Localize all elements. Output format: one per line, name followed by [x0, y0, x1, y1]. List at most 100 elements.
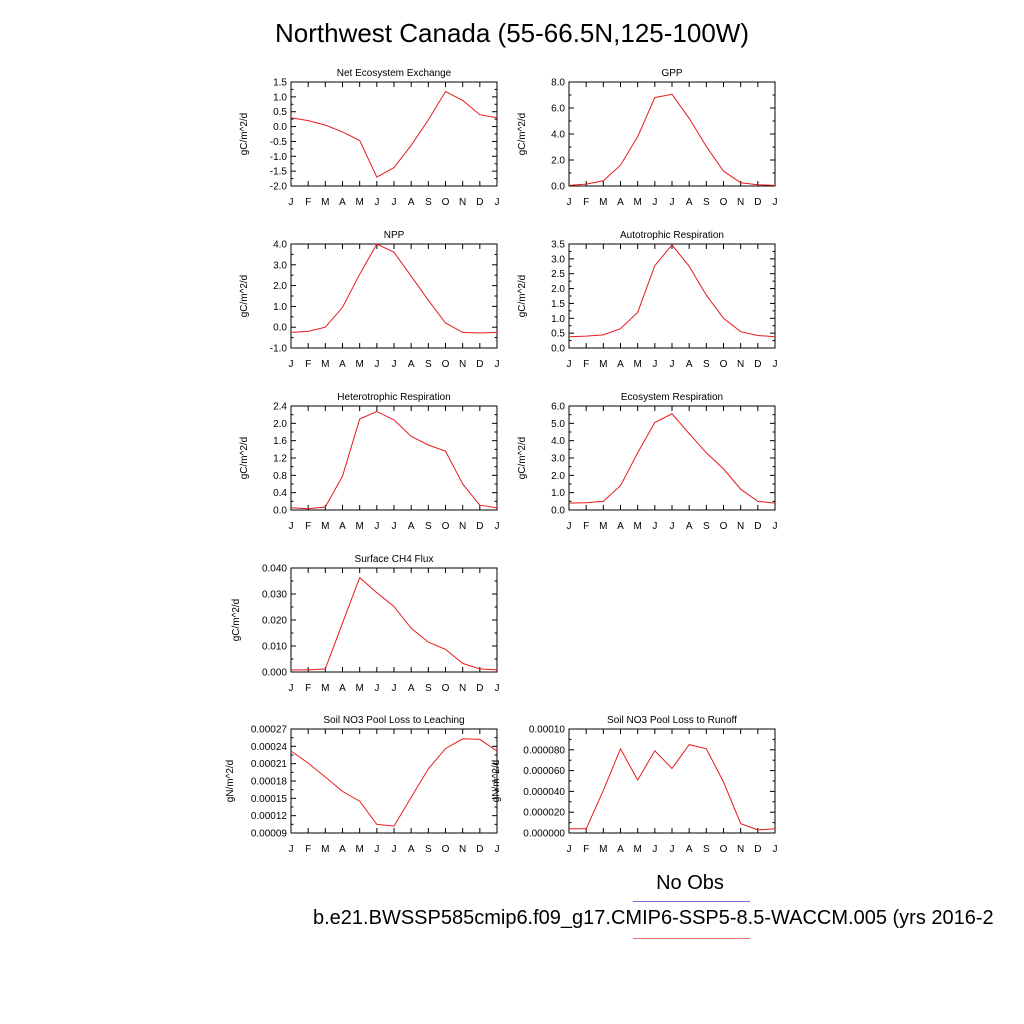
panel-1-xtick-label-0: J [289, 197, 294, 208]
panel-9-ytick-label-4: 0.000020 [523, 808, 565, 819]
panel-1-ytick-label-5: -1.0 [270, 152, 288, 163]
panel-5-frame [290, 405, 498, 511]
panel-4-xtick-label-3: A [617, 359, 624, 370]
panel-6-xtick-label-7: A [686, 521, 693, 532]
panel-8-xtick-label-10: N [459, 844, 466, 855]
panel-4-ylabel: gC/m^2/d [517, 275, 528, 318]
panel-3-xtick-label-9: O [442, 359, 450, 370]
panel-9-xtick-label-7: A [686, 844, 693, 855]
panel-3-ytick-label-0: 4.0 [273, 240, 287, 251]
panel-3-xtick-label-11: D [476, 359, 483, 370]
panel-1-xtick-label-1: F [305, 197, 311, 208]
panel-1-frame [290, 81, 498, 187]
panel-7-ylabel: gC/m^2/d [231, 599, 242, 642]
panel-8-xtick-label-9: O [442, 844, 450, 855]
panel-9-xtick-label-5: J [652, 844, 657, 855]
panel-6-ytick-label-3: 3.0 [551, 454, 565, 465]
panel-5-ytick-label-0: 2.4 [273, 402, 287, 413]
panel-6-xtick-label-11: D [754, 521, 761, 532]
panel-5-xtick-label-4: M [355, 521, 363, 532]
panel-2-ytick-label-1: 6.0 [551, 104, 565, 115]
panel-5-series-line-0 [290, 411, 498, 510]
panel-8-frame [290, 728, 498, 834]
panel-7-xtick-label-5: J [374, 683, 379, 694]
panel-9-xtick-label-2: M [599, 844, 607, 855]
panel-5-ytick-label-2: 1.6 [273, 436, 287, 447]
panel-5-xtick-label-10: N [459, 521, 466, 532]
panel-4-xtick-label-5: J [652, 359, 657, 370]
panel-2-xtick-label-10: N [737, 197, 744, 208]
panel-6-series-line-0 [568, 413, 776, 504]
panel-4-xtick-label-4: M [633, 359, 641, 370]
panel-7-ytick-label-0: 0.040 [262, 564, 287, 575]
panel-7-xtick-label-12: J [495, 683, 500, 694]
panel-4-xtick-label-10: N [737, 359, 744, 370]
panel-4-ytick-label-3: 2.0 [551, 284, 565, 295]
panel-5-xtick-label-9: O [442, 521, 450, 532]
panel-9-xtick-label-4: M [633, 844, 641, 855]
panel-1-ytick-label-2: 0.5 [273, 107, 287, 118]
panel-9-xtick-label-10: N [737, 844, 744, 855]
panel-9-ytick-label-5: 0.000000 [523, 829, 565, 840]
panel-3-xtick-label-2: M [321, 359, 329, 370]
panel-4-xtick-label-2: M [599, 359, 607, 370]
panel-8-xtick-label-1: F [305, 844, 311, 855]
panel-6-xtick-label-3: A [617, 521, 624, 532]
legend-model-line [633, 938, 750, 939]
panel-9-xtick-label-8: S [703, 844, 710, 855]
panel-4-xtick-label-7: A [686, 359, 693, 370]
panel-3-xtick-label-7: A [408, 359, 415, 370]
panel-3-title: NPP [384, 230, 405, 241]
legend-no-obs-label: No Obs [656, 872, 724, 894]
panel-2-series-line-0 [568, 93, 776, 186]
panel-9-xtick-label-0: J [567, 844, 572, 855]
panel-7-xtick-label-2: M [321, 683, 329, 694]
panel-8-xtick-label-11: D [476, 844, 483, 855]
panel-6-xtick-label-12: J [773, 521, 778, 532]
panel-6-xtick-label-5: J [652, 521, 657, 532]
panel-5-xtick-label-6: J [392, 521, 397, 532]
panel-2-xtick-label-12: J [773, 197, 778, 208]
legend-obs-line [633, 901, 750, 902]
panel-1-ytick-label-1: 1.0 [273, 92, 287, 103]
panel-5-xtick-label-1: F [305, 521, 311, 532]
panel-7-xtick-label-3: A [339, 683, 346, 694]
panel-7-xtick-label-0: J [289, 683, 294, 694]
panel-3-xtick-label-10: N [459, 359, 466, 370]
panel-5-ytick-label-1: 2.0 [273, 419, 287, 430]
panel-8-xtick-label-3: A [339, 844, 346, 855]
panel-7-xtick-label-11: D [476, 683, 483, 694]
panel-1-ytick-label-7: -2.0 [270, 182, 288, 193]
panel-5-ytick-label-3: 1.2 [273, 454, 287, 465]
figure-title: Northwest Canada (55-66.5N,125-100W) [274, 18, 750, 48]
panel-6-ytick-label-0: 6.0 [551, 402, 565, 413]
panel-2-ytick-label-3: 2.0 [551, 156, 565, 167]
panel-7-xtick-label-10: N [459, 683, 466, 694]
panel-2-frame [568, 81, 776, 187]
panel-7-series-line-0 [291, 576, 498, 671]
panel-4-ytick-label-6: 0.5 [551, 329, 565, 340]
panel-1-title: Net Ecosystem Exchange [337, 68, 452, 79]
panel-1-ytick-label-4: -0.5 [270, 137, 288, 148]
panel-6-title: Ecosystem Respiration [621, 392, 723, 403]
panel-7-ytick-label-2: 0.020 [262, 616, 287, 627]
panel-9-title: Soil NO3 Pool Loss to Runoff [607, 715, 737, 726]
panel-7-ytick-label-4: 0.000 [262, 668, 287, 679]
panel-7-title: Surface CH4 Flux [355, 554, 434, 565]
panel-5-xtick-label-2: M [321, 521, 329, 532]
panel-8: Soil NO3 Pool Loss to Leaching 0.00027 0.0… [225, 715, 500, 855]
panel-4-xtick-label-9: O [720, 359, 728, 370]
panel-4-xtick-label-1: F [583, 359, 589, 370]
panel-5-xtick-label-12: J [495, 521, 500, 532]
panel-3-ytick-label-4: 0.0 [273, 323, 287, 334]
panel-5-xtick-label-5: J [374, 521, 379, 532]
panel-8-xtick-label-8: S [425, 844, 432, 855]
panel-9-ytick-label-1: 0.000080 [523, 745, 565, 756]
panel-1-xtick-label-7: A [408, 197, 415, 208]
panel-5-ytick-label-6: 0.0 [273, 506, 287, 517]
panel-1-ytick-label-0: 1.5 [273, 78, 287, 89]
panel-7-xtick-label-9: O [442, 683, 450, 694]
